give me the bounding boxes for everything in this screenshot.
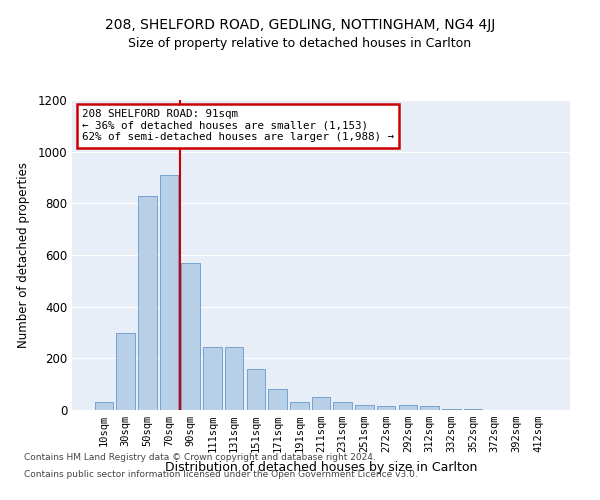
X-axis label: Distribution of detached houses by size in Carlton: Distribution of detached houses by size … [165,460,477,473]
Text: Contains public sector information licensed under the Open Government Licence v3: Contains public sector information licen… [24,470,418,479]
Bar [116,332,135,410]
Text: 208, SHELFORD ROAD, GEDLING, NOTTINGHAM, NG4 4JJ: 208, SHELFORD ROAD, GEDLING, NOTTINGHAM,… [105,18,495,32]
Bar [290,402,308,410]
Bar [355,405,374,410]
Y-axis label: Number of detached properties: Number of detached properties [17,162,31,348]
Bar [268,390,287,410]
Bar [181,262,200,410]
Bar [377,406,395,410]
Bar [225,346,244,410]
Bar [160,175,178,410]
Bar [203,346,221,410]
Bar [398,405,417,410]
Bar [464,408,482,410]
Bar [95,402,113,410]
Text: Size of property relative to detached houses in Carlton: Size of property relative to detached ho… [128,38,472,51]
Bar [138,196,157,410]
Bar [312,397,330,410]
Bar [247,368,265,410]
Bar [442,408,461,410]
Text: Contains HM Land Registry data © Crown copyright and database right 2024.: Contains HM Land Registry data © Crown c… [24,454,376,462]
Bar [421,406,439,410]
Bar [334,402,352,410]
Text: 208 SHELFORD ROAD: 91sqm
← 36% of detached houses are smaller (1,153)
62% of sem: 208 SHELFORD ROAD: 91sqm ← 36% of detach… [82,110,394,142]
